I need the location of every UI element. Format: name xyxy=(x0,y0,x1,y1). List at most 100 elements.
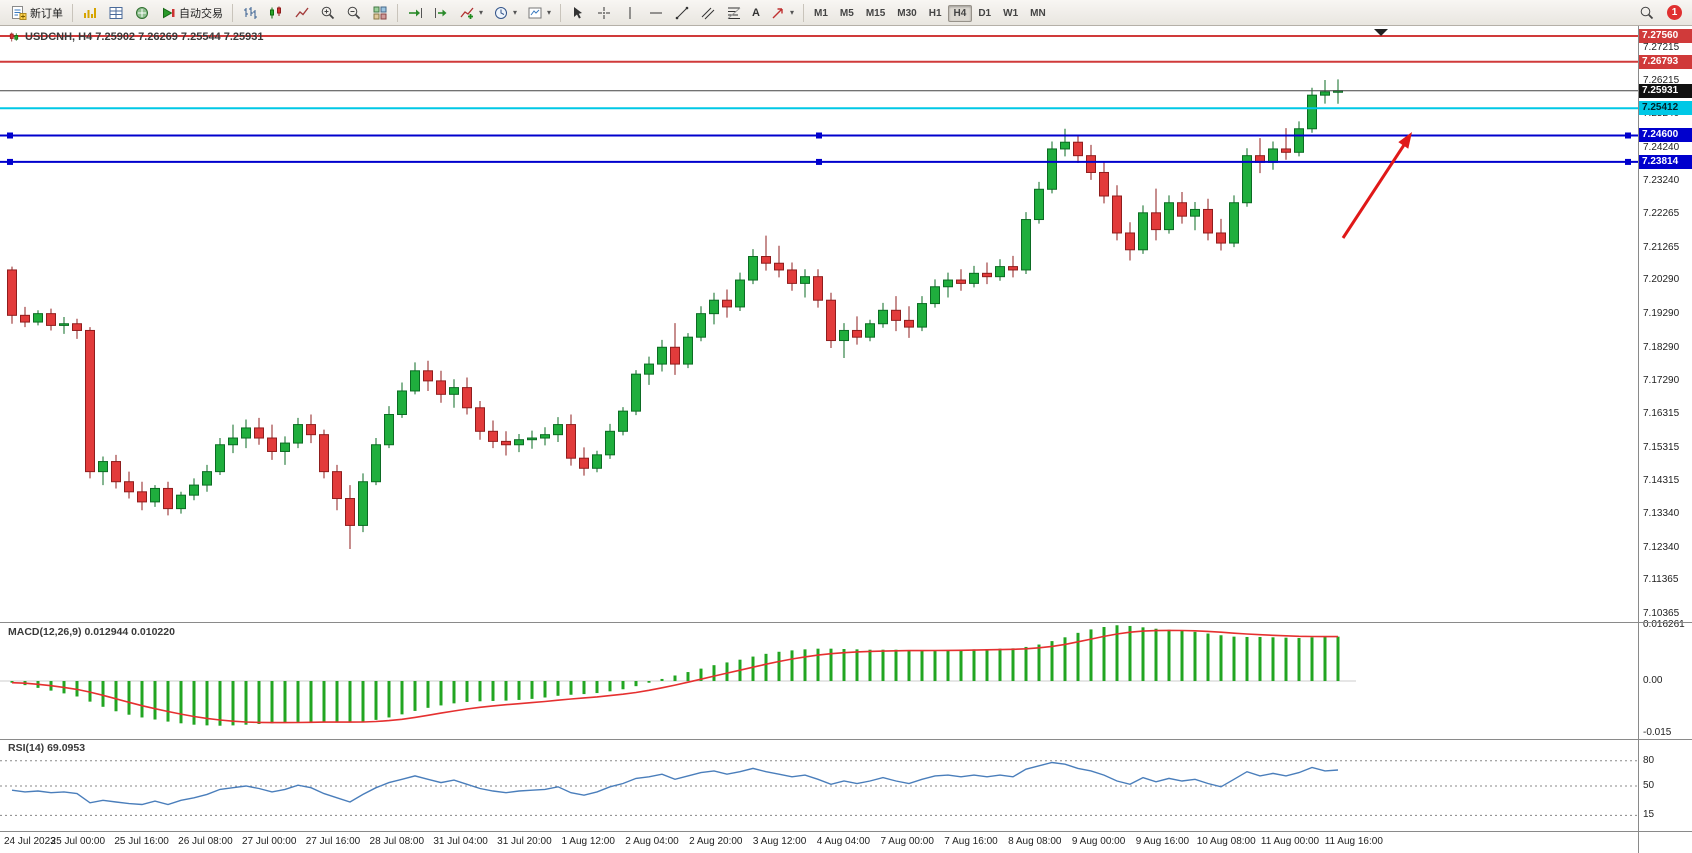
toolbar-separator xyxy=(560,3,562,22)
timeframe-group: M1 M5 M15 M30 H1 H4 D1 W1 MN xyxy=(808,3,1052,22)
trendline-button[interactable] xyxy=(670,2,694,24)
chart-shift-button[interactable] xyxy=(429,2,453,24)
periods-button[interactable]: ▾ xyxy=(489,2,521,24)
toolbar-separator xyxy=(803,3,805,22)
price-tick-label: 7.15315 xyxy=(1643,441,1680,453)
time-axis-label: 10 Aug 08:00 xyxy=(1196,836,1256,847)
timeframe-button-M15[interactable]: M15 xyxy=(860,5,891,22)
search-button[interactable] xyxy=(1635,2,1659,24)
market-watch-icon xyxy=(84,7,96,18)
indicators-button[interactable]: ▾ xyxy=(455,2,487,24)
time-axis-label: 25 Jul 00:00 xyxy=(50,836,106,847)
notification-count: 1 xyxy=(1671,7,1678,18)
price-tick-label: 7.22265 xyxy=(1643,207,1680,219)
new-order-button[interactable]: 新订单 xyxy=(7,2,67,24)
price-tick-label: 7.23240 xyxy=(1643,175,1680,187)
price-line-badge: 7.23814 xyxy=(1639,154,1692,169)
time-axis-label: 8 Aug 08:00 xyxy=(1008,836,1062,847)
time-axis-label: 26 Jul 08:00 xyxy=(178,836,233,847)
timeframe-button-D1[interactable]: D1 xyxy=(972,5,997,22)
candlestick-chart-button[interactable] xyxy=(264,2,288,24)
clock-icon xyxy=(495,6,508,19)
market-watch-button[interactable] xyxy=(78,2,102,24)
price-tick-label: 7.27215 xyxy=(1643,41,1680,53)
price-tick-label: 7.21265 xyxy=(1643,241,1680,253)
time-axis-label: 9 Aug 00:00 xyxy=(1071,836,1126,847)
price-tick-label: 7.14315 xyxy=(1643,475,1680,487)
data-window-icon xyxy=(109,6,123,19)
auto-scroll-icon xyxy=(409,7,422,18)
time-axis-label: 7 Aug 16:00 xyxy=(944,836,998,847)
timeframe-button-M5[interactable]: M5 xyxy=(834,5,860,22)
notification-badge[interactable]: 1 xyxy=(1667,5,1682,20)
panel-splitter[interactable] xyxy=(0,739,1692,740)
price-tick-label: 7.17290 xyxy=(1643,375,1680,387)
time-axis-label: 3 Aug 12:00 xyxy=(752,836,807,847)
candlestick-chart[interactable] xyxy=(0,26,1638,622)
autotrading-label: 自动交易 xyxy=(179,7,223,20)
candlestick-chart-icon xyxy=(270,6,281,18)
price-tick-label: 7.10365 xyxy=(1643,607,1680,619)
chart-title-text: USDCNH, H4 7.25902 7.26269 7.25544 7.259… xyxy=(25,31,264,43)
time-axis-label: 11 Aug 00:00 xyxy=(1260,836,1320,847)
time-axis-label: 24 Jul 2023 xyxy=(4,836,56,847)
search-icon xyxy=(1640,6,1654,19)
bar-chart-icon xyxy=(244,6,257,19)
horizontal-line-icon xyxy=(650,12,663,13)
chevron-down-icon: ▾ xyxy=(547,8,552,17)
macd-scale-label: -0.015 xyxy=(1643,726,1672,738)
price-tick-label: 7.19290 xyxy=(1643,307,1680,319)
timeframe-button-M1[interactable]: M1 xyxy=(808,5,834,22)
rsi-plot[interactable] xyxy=(0,740,1638,831)
text-button[interactable]: A xyxy=(748,2,764,24)
price-line-badge: 7.25412 xyxy=(1639,101,1692,116)
line-chart-button[interactable] xyxy=(290,2,314,24)
price-line-badge: 7.27560 xyxy=(1639,29,1692,43)
channel-button[interactable] xyxy=(696,2,720,24)
data-window-button[interactable] xyxy=(104,2,128,24)
macd-scale-label: 0.016261 xyxy=(1643,619,1685,631)
panel-splitter[interactable] xyxy=(0,622,1692,623)
navigator-icon xyxy=(136,6,148,19)
timeframe-button-M30[interactable]: M30 xyxy=(891,5,922,22)
crosshair-button[interactable] xyxy=(592,2,616,24)
tile-windows-button[interactable] xyxy=(368,2,392,24)
time-axis-label: 27 Jul 16:00 xyxy=(305,836,361,847)
time-axis-label: 4 Aug 04:00 xyxy=(816,836,871,847)
toolbar-right-group: 1 xyxy=(1634,2,1686,24)
rsi-scale-label: 15 xyxy=(1643,809,1655,821)
navigator-button[interactable] xyxy=(130,2,154,24)
time-axis-label: 31 Jul 04:00 xyxy=(433,836,488,847)
auto-scroll-button[interactable] xyxy=(403,2,427,24)
horizontal-line-button[interactable] xyxy=(644,2,668,24)
chart-shift-icon xyxy=(435,7,447,18)
timeframe-button-H1[interactable]: H1 xyxy=(923,5,948,22)
autotrading-button[interactable]: 自动交易 xyxy=(156,2,227,24)
timeframe-button-H4[interactable]: H4 xyxy=(947,5,973,22)
time-axis[interactable]: 24 Jul 2023 25 Jul 00:00 25 Jul 16:00 26 Ju… xyxy=(0,831,1638,853)
templates-button[interactable]: ▾ xyxy=(523,2,555,24)
arrows-button[interactable]: ▾ xyxy=(766,2,798,24)
price-line-badge: 7.25931 xyxy=(1639,83,1692,98)
toolbar-separator xyxy=(72,3,73,22)
cursor-button[interactable] xyxy=(566,2,590,24)
text-tool-icon: A xyxy=(752,6,760,19)
time-axis-label: 9 Aug 16:00 xyxy=(1135,836,1190,847)
new-order-label: 新订单 xyxy=(30,7,63,20)
zoom-out-button[interactable] xyxy=(342,2,366,24)
bar-chart-button[interactable] xyxy=(238,2,262,24)
zoom-in-icon xyxy=(321,6,335,19)
zoom-in-button[interactable] xyxy=(316,2,340,24)
toolbar-separator xyxy=(397,3,398,22)
timeframe-button-MN[interactable]: MN xyxy=(1024,5,1052,22)
macd-plot[interactable] xyxy=(0,623,1638,739)
timeframe-button-W1[interactable]: W1 xyxy=(997,5,1024,22)
rsi-scale-label: 50 xyxy=(1643,780,1655,791)
fibonacci-button[interactable] xyxy=(722,2,746,24)
price-line-badge: 7.26793 xyxy=(1639,54,1692,69)
price-scale[interactable]: 7.272157.262157.252407.242407.232407.222… xyxy=(1638,26,1692,853)
vertical-line-button[interactable] xyxy=(618,2,642,24)
chevron-down-icon: ▾ xyxy=(479,8,484,17)
time-axis-label: 27 Jul 00:00 xyxy=(241,836,297,847)
